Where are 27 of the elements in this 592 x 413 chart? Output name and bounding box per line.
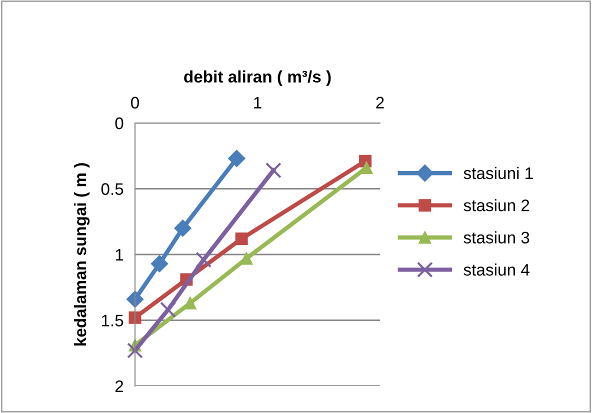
point — [127, 342, 143, 358]
point — [196, 252, 212, 268]
legend-label: stasiuni 1 — [464, 166, 533, 180]
point — [228, 150, 246, 168]
legend-label: stasiun 3 — [464, 231, 530, 244]
point — [184, 296, 196, 310]
y-tick-label: 1 — [116, 249, 124, 261]
y-tick-label: 0.5 — [101, 183, 124, 195]
x-tick-label: 1 — [254, 96, 262, 108]
point — [174, 220, 192, 237]
point — [265, 162, 282, 178]
y-tick-label: 0 — [115, 117, 124, 130]
y-tick-label: 2 — [115, 380, 124, 392]
point — [126, 290, 144, 308]
point — [128, 311, 142, 324]
point — [160, 302, 176, 318]
y-axis-title: kedalaman sungai ( m ) — [74, 163, 90, 346]
y-tick-label: 1.5 — [102, 314, 124, 326]
x-tick-label: 2 — [376, 96, 384, 108]
point — [240, 252, 253, 265]
point — [360, 161, 373, 174]
x-tick-label: 0 — [131, 96, 139, 109]
legend-label: stasiun 2 — [464, 199, 530, 212]
legend-label: stasiun 4 — [464, 263, 530, 276]
x-axis-title: debit aliran ( m³/s ) — [184, 70, 331, 86]
point — [150, 255, 168, 272]
point — [235, 232, 248, 245]
